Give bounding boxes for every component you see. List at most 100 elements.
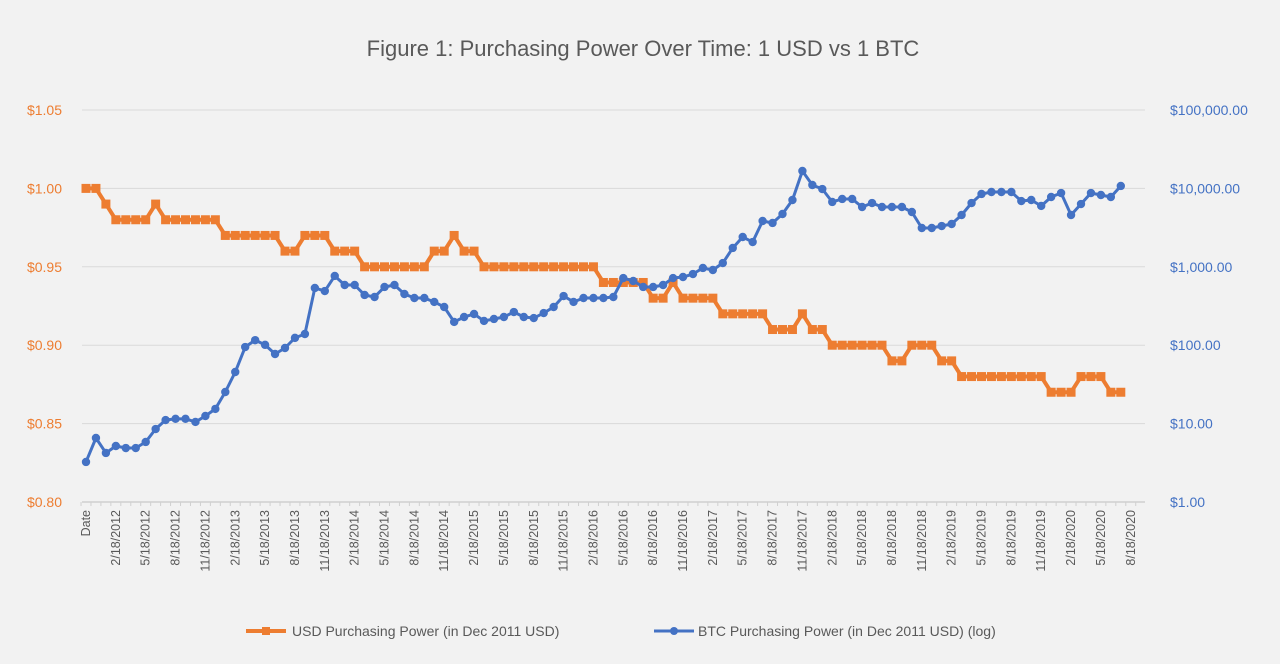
usd-point — [1096, 372, 1106, 382]
usd-point — [101, 199, 111, 209]
btc-point — [211, 404, 220, 414]
usd-point — [569, 262, 579, 272]
x-tick-label: 2/18/2020 — [1064, 510, 1078, 566]
usd-point — [608, 277, 618, 287]
btc-point — [509, 307, 519, 317]
btc-point — [658, 280, 668, 290]
usd-point — [708, 293, 718, 303]
btc-point — [519, 312, 528, 322]
usd-point — [1046, 387, 1056, 397]
btc-point — [310, 283, 320, 293]
usd-point — [648, 293, 658, 303]
usd-point — [91, 183, 101, 193]
usd-point — [529, 262, 539, 272]
btc-point — [967, 198, 976, 208]
btc-point — [847, 194, 857, 204]
usd-point — [489, 262, 499, 272]
usd-point — [807, 325, 817, 335]
usd-point — [389, 262, 399, 272]
usd-point — [380, 262, 389, 272]
btc-point — [400, 289, 409, 299]
usd-point — [768, 325, 778, 335]
usd-point — [887, 356, 897, 366]
usd-point — [81, 183, 91, 193]
x-tick-label: 8/18/2018 — [885, 510, 899, 566]
usd-point — [947, 356, 957, 366]
x-tick-label: 8/18/2014 — [407, 510, 421, 566]
usd-point — [1056, 387, 1066, 397]
x-tick-label: 11/18/2018 — [915, 510, 929, 572]
btc-point — [420, 293, 429, 303]
usd-point — [300, 230, 310, 240]
btc-point — [648, 282, 658, 292]
right-tick-label: $100.00 — [1170, 337, 1221, 353]
usd-series — [81, 183, 1126, 397]
btc-point — [907, 207, 917, 217]
btc-point — [221, 387, 230, 397]
usd-point — [181, 215, 190, 225]
usd-point — [151, 199, 161, 209]
usd-point — [280, 246, 290, 256]
chart-title: Figure 1: Purchasing Power Over Time: 1 … — [367, 36, 920, 61]
usd-line — [86, 186, 1121, 395]
btc-point — [410, 293, 419, 303]
btc-point — [629, 276, 638, 286]
x-tick-label: 8/18/2012 — [169, 510, 183, 566]
btc-point — [619, 273, 628, 283]
btc-point — [1106, 192, 1116, 202]
usd-point — [519, 262, 529, 272]
x-axis: Date 2/18/2012 5/18/2012 8/18/2012 11/18/201… — [79, 502, 1138, 572]
btc-point — [380, 282, 389, 292]
usd-point — [986, 372, 996, 382]
btc-point — [360, 290, 369, 300]
usd-point — [778, 325, 787, 335]
btc-point — [171, 414, 180, 424]
right-axis: $1.00 $10.00 $100.00 $1,000.00 $10,000.00 $10… — [1170, 102, 1248, 510]
usd-point — [399, 262, 409, 272]
x-tick-label: 11/18/2012 — [198, 510, 212, 572]
usd-point — [678, 293, 688, 303]
btc-point — [440, 302, 449, 312]
btc-point — [688, 269, 698, 279]
usd-point — [827, 340, 837, 350]
btc-point — [579, 293, 588, 303]
btc-point — [449, 317, 459, 327]
x-tick-label: 2/18/2017 — [706, 510, 720, 566]
btc-point — [808, 180, 817, 190]
x-tick-label: 11/18/2015 — [557, 510, 571, 572]
btc-point — [141, 437, 150, 447]
x-tick-label: Date — [79, 510, 93, 536]
btc-point — [1086, 188, 1096, 198]
btc-point — [698, 263, 708, 273]
x-tick-label: 2/18/2012 — [109, 510, 123, 566]
btc-point — [499, 312, 509, 322]
btc-point — [290, 333, 300, 343]
usd-point — [370, 262, 380, 272]
x-tick-label: 2/18/2013 — [228, 510, 242, 566]
btc-point — [340, 280, 349, 290]
btc-point — [639, 282, 648, 292]
btc-point — [977, 189, 986, 199]
x-tick-label: 2/18/2015 — [467, 510, 481, 566]
usd-point — [240, 230, 250, 240]
usd-point — [111, 215, 121, 225]
btc-point — [887, 202, 897, 212]
btc-point — [1066, 210, 1076, 220]
x-tick-label: 2/18/2019 — [945, 510, 959, 566]
usd-point — [190, 215, 200, 225]
usd-point — [1016, 372, 1026, 382]
usd-point — [837, 340, 847, 350]
btc-point — [101, 448, 111, 458]
btc-point — [838, 194, 847, 204]
btc-point — [231, 367, 240, 377]
btc-point — [1046, 192, 1056, 202]
left-tick-label: $1.00 — [27, 180, 62, 196]
usd-point — [718, 309, 728, 319]
legend: USD Purchasing Power (in Dec 2011 USD) B… — [246, 623, 996, 639]
btc-point — [589, 293, 598, 303]
usd-point — [1106, 387, 1116, 397]
x-tick-label: 2/18/2016 — [586, 510, 600, 566]
usd-point — [967, 372, 977, 382]
btc-point — [121, 443, 130, 453]
x-tick-label: 11/18/2019 — [1034, 510, 1048, 572]
